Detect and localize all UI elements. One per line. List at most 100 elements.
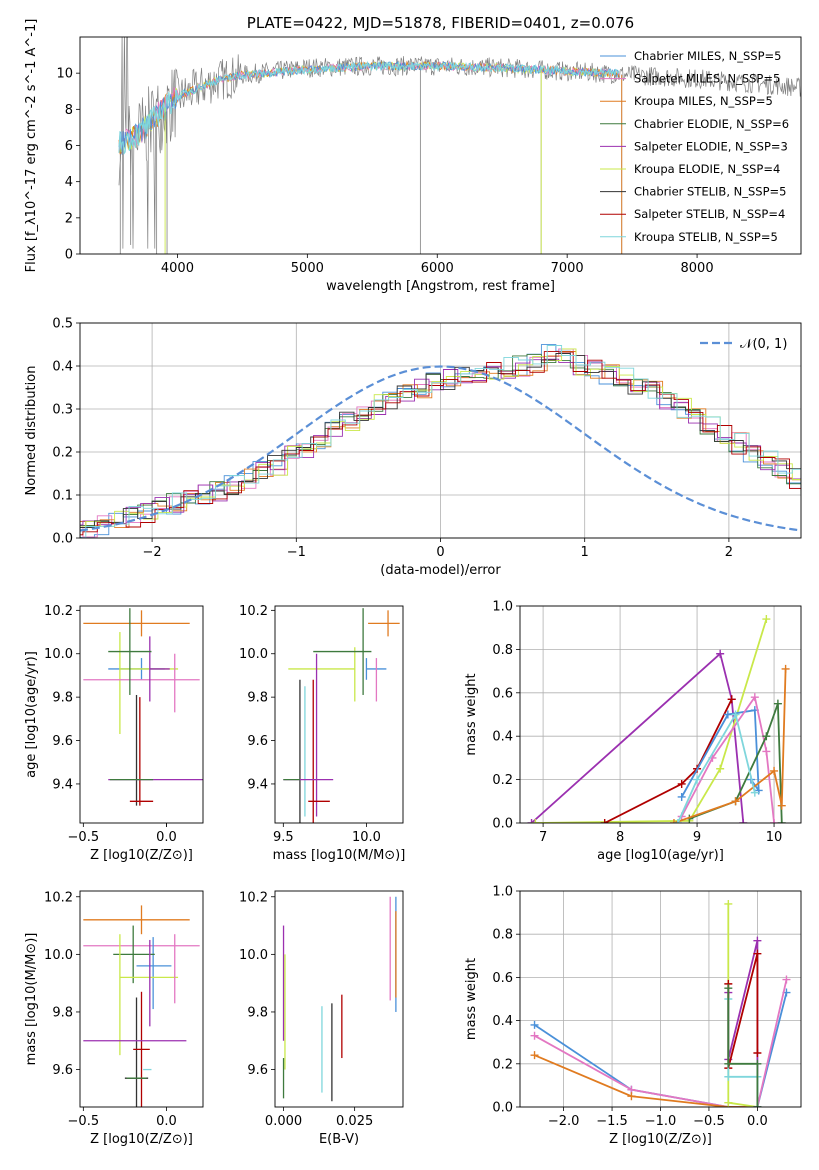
weight-series-line [727,940,759,1107]
y-tick-label: 9.6 [52,734,73,749]
axes-frame [79,36,802,255]
weight-point-marker [770,819,779,823]
y-tick-label: 0.2 [492,773,513,788]
x-tick-label: 7 [539,830,547,845]
weight-point-marker [727,695,736,704]
axes-frame [519,890,802,1108]
axes-frame [79,605,204,824]
y-axis-label: mass [log10(M/M⊙)] [24,933,39,1066]
x-axis-label: Z [log10(Z/Z⊙)] [90,848,193,863]
x-tick-label: 10 [766,830,783,845]
weight-series [530,899,791,1107]
x-tick-label: 9.5 [273,830,294,845]
histogram-step [80,345,801,538]
weight-point-marker [762,615,771,624]
y-axis-label: Flux [f_λ10^-17 erg cm^-2 s^-1 A^-1] [24,19,39,273]
weight-point-marker [724,984,733,993]
weight-point-marker [530,1051,539,1060]
x-tick-label: −0.5 [68,1114,100,1129]
y-tick-label: 2 [65,211,73,226]
y-tick-label: 9.8 [52,691,73,706]
model-spectrum-line [118,60,620,155]
weight-series-line [727,988,759,1107]
mass-weight-vs-age-panel: 7 8 9 10 0.0 0.2 0.4 0.6 0.8 1.0 age [log10(age/yr… [464,600,802,863]
weight-point-marker [770,766,779,775]
weight-point-marker [753,1049,762,1057]
axes-frame [274,890,404,1108]
histogram-step [80,351,801,536]
y-tick-label: 0.6 [492,971,513,986]
x-tick-label: 10.0 [352,830,381,845]
x-tick-label: 4000 [161,261,194,276]
y-tick-label: 10.0 [44,948,73,963]
weight-point-marker [677,779,686,788]
y-tick-label: 0.5 [52,317,73,332]
weight-point-marker [530,1020,539,1029]
y-tick-label: 10.0 [239,948,268,963]
x-tick-label: 0.025 [336,1114,373,1129]
weight-point-marker [724,1098,733,1107]
y-tick-label: 1.0 [492,600,513,615]
legend-label: 𝒩(0, 1) [740,337,787,352]
y-tick-label: 10.2 [44,890,73,905]
y-tick-label: 0.3 [52,403,73,418]
y-tick-label: 9.6 [247,1063,268,1078]
weight-point-marker [753,1103,762,1107]
weight-point-marker [724,1072,733,1081]
weight-point-marker [777,819,786,823]
weight-point-marker [762,732,771,741]
x-axis-label: Z [log10(Z/Z⊙)] [90,1132,193,1147]
legend-label: Kroupa STELIB, N_SSP=5 [634,230,778,244]
weight-point-marker [531,819,540,823]
y-tick-label: 10.2 [44,604,73,619]
x-axis-label: E(B-V) [319,1132,359,1147]
legend: Chabrier MILES, N_SSP=5 Salpeter MILES, N… [600,49,789,244]
weight-series-line [727,953,759,1069]
weight-point-marker [527,819,536,823]
y-tick-label: 0.4 [492,730,513,745]
y-axis-label: Normed distribution [24,366,39,496]
spectrum-lines [118,37,801,254]
y-tick-label: 9.8 [52,1005,73,1020]
weight-point-marker [750,788,759,797]
axes-frame [274,605,404,824]
x-tick-label: −1.5 [596,1114,628,1129]
legend-label: Kroupa MILES, N_SSP=5 [634,94,773,108]
weight-series-line [534,979,788,1107]
axes-frame [79,322,802,539]
y-tick-label: 6 [65,139,73,154]
weight-series-line [676,712,756,823]
weight-point-marker [724,899,733,908]
weight-point-marker [731,797,740,806]
legend-label: Salpeter MILES, N_SSP=5 [634,72,780,86]
weight-point-marker [716,649,725,658]
chart-title: PLATE=0422, MJD=51878, FIBERID=0401, z=0… [247,14,634,32]
x-tick-label: −1.0 [645,1114,677,1129]
y-axis-label: mass weight [464,958,479,1040]
weight-point-marker [762,747,771,756]
y-tick-label: 0.0 [52,532,73,547]
weight-point-marker [739,819,748,823]
weight-series-line [533,992,788,1107]
y-tick-label: 9.4 [52,777,73,792]
axes-frame [519,605,802,824]
weight-point-marker [627,1092,636,1101]
weight-point-marker [693,775,702,784]
weight-point-marker [731,710,740,719]
x-tick-label: 9 [693,830,701,845]
y-tick-label: 0.0 [492,817,513,832]
y-tick-label: 10.0 [239,647,268,662]
weight-series-line [534,1054,758,1107]
histogram-step [80,353,801,538]
x-tick-label: −2 [143,545,162,560]
weight-series-line [535,618,768,823]
age-vs-metallicity-panel: −0.5 0.0 9.4 9.6 9.8 10.0 10.2 Z [log10(Z/Z⊙)] a… [24,604,204,863]
legend-label: Salpeter ELODIE, N_SSP=3 [634,139,788,153]
x-axis-label: wavelength [Angstrom, rest frame] [326,279,555,294]
x-axis-label: Z [log10(Z/Z⊙)] [609,1132,712,1147]
x-tick-label: 8000 [681,261,714,276]
x-tick-label: −1 [287,545,306,560]
errorbar-points [83,608,203,806]
y-tick-label: 9.8 [247,1005,268,1020]
